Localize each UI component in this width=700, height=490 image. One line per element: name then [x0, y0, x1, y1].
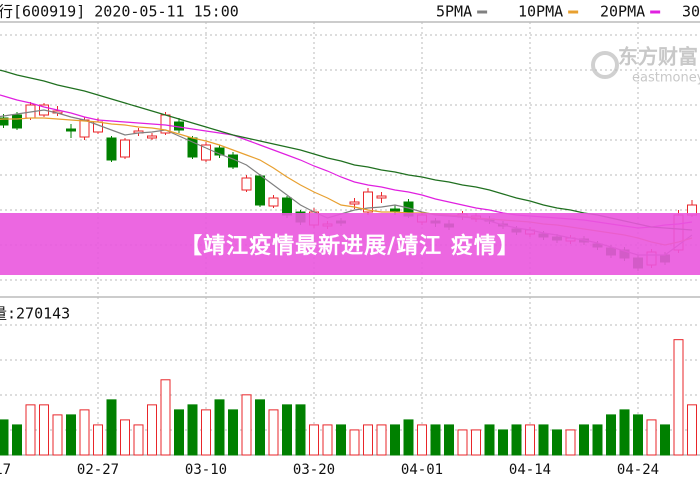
x-tick-label: 04-01 — [401, 462, 443, 478]
volume-bar — [538, 424, 549, 456]
volume-bar — [133, 424, 144, 456]
candle-body — [349, 201, 360, 205]
candle-body — [66, 128, 76, 132]
volume-bar — [376, 424, 387, 456]
candle-body — [12, 114, 22, 129]
legend-label: 5PMA — [436, 3, 472, 21]
volume-label: 量:270143 — [0, 305, 70, 323]
volume-bar — [0, 419, 9, 456]
volume-bar — [660, 424, 670, 456]
volume-bar — [673, 339, 684, 456]
volume-bar — [322, 424, 333, 456]
x-tick-label: 02-17 — [0, 462, 11, 478]
volume-bar — [282, 404, 292, 456]
ma-line — [0, 69, 693, 231]
volume-bar — [484, 424, 495, 456]
volume-bar — [646, 419, 657, 456]
x-tick-label: 04-24 — [617, 462, 659, 478]
volume-bar — [147, 404, 157, 456]
volume-bar — [579, 424, 589, 456]
volume-bar — [444, 424, 454, 456]
volume-bar — [160, 379, 171, 456]
volume-bar — [241, 394, 252, 456]
volume-bar — [349, 429, 360, 456]
volume-bar — [39, 404, 49, 456]
x-tick-label: 02-27 — [77, 462, 119, 478]
volume-bar — [687, 404, 697, 456]
volume-bar — [268, 409, 279, 456]
legend-label: 10PMA — [518, 3, 563, 21]
candle-body — [147, 135, 157, 139]
candle-body — [201, 144, 211, 161]
volume-bar — [25, 404, 36, 456]
volume-bar — [498, 429, 508, 456]
volume-bar — [201, 409, 211, 456]
legend-label: 20PMA — [600, 3, 645, 21]
volume-bar — [120, 419, 130, 456]
volume-bar — [52, 414, 63, 456]
volume-bar — [417, 424, 427, 456]
candle-body — [363, 191, 373, 213]
volume-bar — [295, 404, 306, 456]
volume-bar — [471, 429, 481, 456]
volume-bar — [633, 414, 643, 456]
volume-bar — [511, 424, 522, 456]
candle-body — [376, 195, 387, 199]
candle-body — [390, 208, 400, 212]
ma-line — [0, 94, 693, 229]
volume-bar — [187, 404, 198, 456]
candle-body — [106, 137, 117, 161]
candle-body — [120, 139, 130, 158]
watermark-logo: 东方财富 — [618, 45, 698, 69]
watermark-icon — [591, 51, 619, 79]
volume-bar — [174, 409, 184, 456]
volume-bar — [228, 409, 238, 456]
volume-bar — [93, 424, 103, 456]
x-tick-label: 04-14 — [509, 462, 551, 478]
volume-bar — [565, 429, 576, 456]
candle-body — [241, 177, 252, 191]
volume-bar — [336, 424, 346, 456]
x-tick-label: 03-10 — [185, 462, 227, 478]
candle-body — [0, 117, 9, 126]
volume-bar — [457, 429, 468, 456]
volume-bar — [606, 414, 616, 456]
watermark-text: eastmoney — [632, 71, 700, 86]
volume-bar — [309, 424, 319, 456]
volume-bar — [403, 419, 414, 456]
candle-body — [79, 119, 90, 138]
volume-bar — [592, 424, 603, 456]
candle-body — [255, 175, 265, 206]
legend-label: 30PMA — [682, 3, 700, 21]
x-tick-label: 03-20 — [293, 462, 335, 478]
chart-title: 行[600919] 2020-05-11 15:00 — [0, 3, 239, 21]
volume-bar — [79, 409, 90, 456]
volume-bar — [363, 424, 373, 456]
volume-bar — [430, 424, 441, 456]
volume-bar — [255, 399, 265, 456]
volume-bar — [552, 429, 562, 456]
volume-bar — [619, 409, 630, 456]
volume-bar — [525, 424, 535, 456]
volume-bar — [12, 424, 22, 456]
volume-bar — [66, 414, 76, 456]
volume-bar — [106, 399, 117, 456]
banner: 【靖江疫情最新进展/靖江 疫情】 — [0, 213, 700, 275]
volume-bar — [214, 399, 225, 456]
candle-body — [268, 197, 279, 207]
volume-bar — [390, 424, 400, 456]
